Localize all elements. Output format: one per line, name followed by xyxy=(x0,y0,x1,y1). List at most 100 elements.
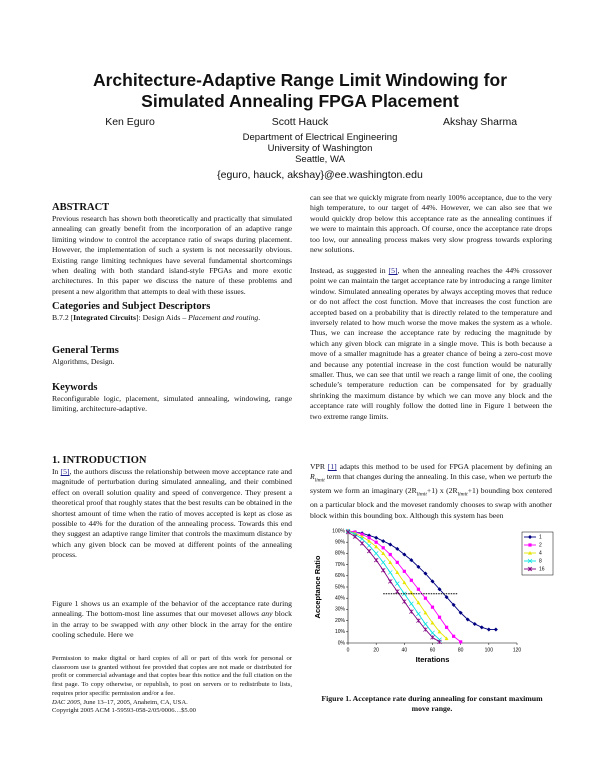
author: Scott Hauck xyxy=(271,116,329,128)
text-run: Instead, as suggested in xyxy=(310,266,389,275)
y-tick-label: 80% xyxy=(335,551,346,557)
x-axis-label: Iterations xyxy=(416,655,450,664)
figure-chart: 0% 10% 20% 30% 40% 50% 60% 70% 80% 90% 100% 0 20 40 60… xyxy=(313,528,554,664)
paper-title: Architecture-Adaptive Range Limit Window… xyxy=(0,70,600,112)
data-point xyxy=(395,560,399,564)
text-run: Figure 1 shows us an example of the beha… xyxy=(52,599,292,619)
email: {eguro, hauck, akshay}@ee.washington.edu xyxy=(217,169,423,181)
legend-marker xyxy=(528,535,532,539)
data-point xyxy=(430,620,435,625)
text-run: , June 13–17, 2005, Anaheim, CA, USA. xyxy=(80,698,188,706)
paragraph: Reconfigurable logic, placement, simulat… xyxy=(52,394,292,415)
data-point xyxy=(366,548,372,554)
text-run: B.7.2 [ xyxy=(52,313,74,322)
affiliation-line: Department of Electrical Engineering xyxy=(242,132,398,143)
data-point xyxy=(430,635,435,640)
conference-line: DAC 2005, June 13–17, 2005, Anaheim, CA,… xyxy=(52,699,292,708)
text-run: block in the array to be swapped with xyxy=(52,609,292,629)
data-point xyxy=(381,539,386,544)
data-point xyxy=(465,617,470,622)
data-point xyxy=(444,636,449,641)
data-point xyxy=(374,540,378,544)
data-point xyxy=(486,627,491,632)
text-run: ]: Design Aids – xyxy=(135,313,189,322)
y-tick-label: 100% xyxy=(332,528,345,534)
paragraph: Previous research has shown both theoret… xyxy=(52,214,292,297)
paragraph: B.7.2 [Integrated Circuits]: Design Aids… xyxy=(52,313,292,323)
paragraph: Algorithms, Design. xyxy=(52,357,292,367)
data-point xyxy=(374,544,379,549)
data-point xyxy=(437,615,442,619)
data-point xyxy=(416,587,421,591)
section-heading: ABSTRACT xyxy=(52,202,110,213)
citation-link[interactable]: [5] xyxy=(388,266,398,275)
data-point xyxy=(493,627,498,632)
data-point xyxy=(430,579,435,584)
italic-text: Placement and routing xyxy=(188,313,259,322)
data-point xyxy=(395,546,400,551)
data-point xyxy=(437,639,442,645)
data-point xyxy=(388,570,393,575)
data-point xyxy=(409,558,414,563)
figure-caption: Figure 1. Acceptance rate during anneali… xyxy=(321,694,543,713)
data-point xyxy=(409,609,414,614)
y-tick-label: 10% xyxy=(335,629,346,635)
text-run: can see that we quickly migrate from nea… xyxy=(310,193,552,255)
legend-marker xyxy=(527,566,533,572)
citation-link[interactable]: [1] xyxy=(327,462,337,471)
data-point xyxy=(402,552,407,557)
text-run: Algorithms, Design. xyxy=(52,357,115,366)
data-point xyxy=(381,546,385,550)
text-run: +1) bounding box centered on a particula… xyxy=(310,486,552,520)
data-point xyxy=(380,560,386,565)
data-point xyxy=(430,605,435,609)
data-point xyxy=(352,534,358,539)
y-tick-label: 50% xyxy=(335,584,346,590)
data-point xyxy=(395,589,400,594)
data-point xyxy=(423,610,428,615)
text-run: Previous research has shown both theoret… xyxy=(52,214,292,296)
y-tick-label: 40% xyxy=(335,596,346,602)
data-point xyxy=(374,535,379,540)
data-point xyxy=(359,536,365,542)
data-point xyxy=(423,571,428,576)
text-run: term that changes during the annealing. … xyxy=(310,472,552,496)
data-point xyxy=(402,580,407,585)
affiliation-line: University of Washington xyxy=(267,143,373,154)
data-point xyxy=(430,630,435,636)
data-point xyxy=(451,602,456,607)
data-point xyxy=(452,634,456,638)
data-point xyxy=(416,611,421,617)
x-tick-label: 60 xyxy=(430,647,436,653)
italic-text: any xyxy=(157,619,169,629)
data-point xyxy=(367,536,371,540)
data-point xyxy=(458,610,463,615)
y-axis-label: Acceptance Ratio xyxy=(313,555,322,618)
section-heading: Categories and Subject Descriptors xyxy=(52,301,211,312)
x-tick-label: 0 xyxy=(347,647,350,653)
text-run: Reconfigurable logic, placement, simulat… xyxy=(52,394,292,414)
x-tick-label: 100 xyxy=(485,647,494,653)
data-point xyxy=(479,625,484,630)
legend-label: 16 xyxy=(539,566,545,572)
paragraph: VPR [1] adapts this method to be used fo… xyxy=(310,462,552,521)
text-run: adapts this method to be used for FPGA p… xyxy=(336,462,552,471)
y-tick-label: 70% xyxy=(335,562,346,568)
legend-label: 1 xyxy=(539,534,542,540)
data-point xyxy=(402,569,406,573)
data-point xyxy=(437,587,442,592)
citation-link[interactable]: [5] xyxy=(60,467,70,476)
data-point xyxy=(437,629,442,634)
permission-notice: Permission to make digital or hard copie… xyxy=(52,655,292,697)
y-tick-label: 60% xyxy=(335,573,346,579)
series-line xyxy=(347,531,440,643)
text-run: , the authors discuss the relationship b… xyxy=(52,467,293,560)
legend-marker xyxy=(528,551,532,555)
section-heading: General Terms xyxy=(52,345,119,356)
italic-text: DAC 2005 xyxy=(52,698,81,706)
legend-label: 4 xyxy=(539,550,542,556)
data-point xyxy=(423,596,428,600)
data-point xyxy=(366,543,372,548)
italic-text: any xyxy=(261,609,273,619)
